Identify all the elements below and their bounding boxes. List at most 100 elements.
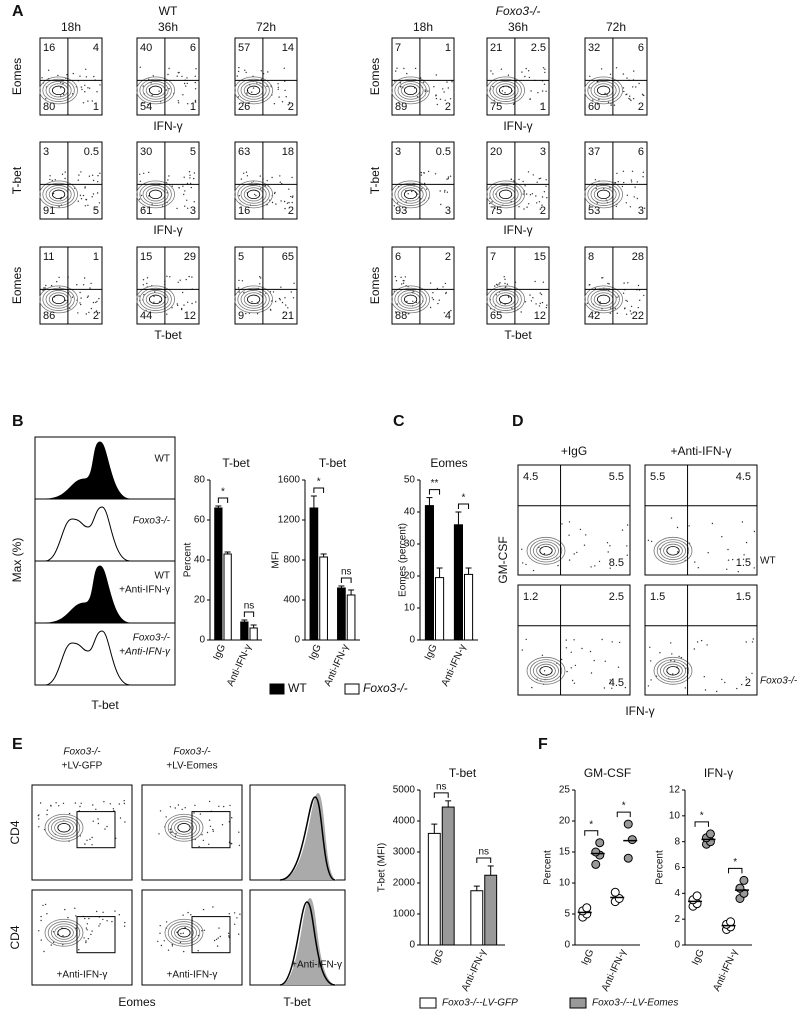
event-dot [288, 201, 290, 204]
histogram-curve [280, 793, 337, 880]
histogram-curve [280, 898, 337, 985]
event-dot [80, 86, 83, 88]
quadrant-value: 3 [190, 205, 196, 217]
event-dot [118, 914, 121, 916]
event-dot [285, 96, 287, 98]
event-dot [643, 207, 646, 209]
event-dot [169, 831, 172, 833]
event-dot [544, 68, 546, 70]
event-dot [503, 276, 505, 278]
quadrant-value: 2 [445, 101, 451, 113]
contour [403, 189, 418, 200]
event-dot [707, 552, 709, 554]
contour [177, 823, 191, 833]
event-dot [290, 291, 292, 293]
event-dot [630, 313, 633, 315]
quadrant-value: 2 [745, 677, 751, 689]
event-dot [625, 299, 627, 302]
event-dot [80, 802, 82, 804]
quadrant-value: 6 [190, 42, 196, 54]
time-label: 18h [61, 20, 81, 34]
event-dot [40, 939, 42, 941]
event-dot [176, 303, 178, 305]
event-dot [609, 312, 611, 314]
event-dot [609, 73, 612, 76]
event-dot [90, 933, 92, 936]
data-point [610, 887, 620, 897]
event-dot [598, 560, 601, 563]
contour [486, 76, 526, 105]
event-dot [402, 279, 404, 282]
quadrant-value: 2 [638, 101, 644, 113]
quadrant-value: 18 [282, 146, 294, 158]
event-dot [123, 800, 125, 802]
contour [529, 539, 563, 563]
contour [174, 925, 194, 940]
event-dot [201, 834, 203, 836]
quadrant-value: 91 [43, 205, 55, 217]
event-dot [194, 101, 197, 103]
event-dot [659, 652, 661, 654]
event-dot [78, 174, 80, 176]
quadrant-value: 5 [93, 205, 99, 217]
event-dot [186, 77, 188, 79]
event-dot [513, 180, 515, 182]
event-dot [630, 181, 633, 183]
event-dot [171, 943, 173, 946]
event-dot [395, 311, 397, 313]
event-dot [402, 282, 405, 284]
contour [164, 918, 204, 947]
event-dot [242, 102, 245, 104]
event-dot [182, 94, 184, 96]
event-dot [283, 200, 286, 203]
event-dot [618, 641, 621, 644]
contour [492, 185, 519, 204]
event-dot [498, 283, 500, 285]
data-point [614, 894, 624, 903]
event-dot [420, 171, 422, 174]
event-dot [65, 299, 67, 302]
event-dot [38, 826, 40, 828]
significance-bracket [313, 487, 325, 493]
event-dot [435, 95, 437, 97]
event-dot [159, 932, 161, 934]
event-dot [83, 277, 86, 279]
event-dot [637, 306, 639, 309]
quadrant-value: 1 [190, 101, 196, 113]
event-dot [581, 647, 583, 650]
event-dot [434, 173, 437, 175]
significance-label: * [700, 811, 704, 822]
event-dot [218, 927, 220, 929]
event-dot [49, 178, 51, 181]
event-dot [123, 802, 126, 805]
event-dot [159, 925, 161, 927]
event-dot [190, 914, 192, 916]
event-dot [96, 91, 98, 93]
event-dot [238, 844, 241, 847]
event-dot [431, 297, 433, 299]
contour [136, 76, 176, 105]
event-dot [508, 296, 510, 298]
bar [309, 507, 319, 641]
flow-plot-frame [391, 246, 455, 325]
event-dot [255, 195, 257, 197]
event-dot [260, 188, 262, 190]
y-axis-label: CD4 [8, 925, 22, 949]
event-dot [700, 639, 703, 642]
event-dot [604, 660, 606, 662]
contour [533, 541, 560, 561]
event-dot [98, 312, 101, 314]
event-dot [545, 179, 547, 181]
event-dot [260, 78, 262, 81]
event-dot [568, 521, 571, 523]
event-dot [86, 839, 88, 841]
contour [498, 189, 513, 200]
histogram-label: Foxo3-/- [133, 633, 171, 644]
event-dot [277, 88, 279, 91]
column-title: Foxo3-/- [173, 747, 211, 758]
event-dot [259, 276, 261, 278]
y-tick-label: 15 [559, 847, 571, 858]
column-title: Foxo3-/- [63, 747, 101, 758]
event-dot [194, 88, 197, 90]
event-dot [727, 559, 730, 561]
